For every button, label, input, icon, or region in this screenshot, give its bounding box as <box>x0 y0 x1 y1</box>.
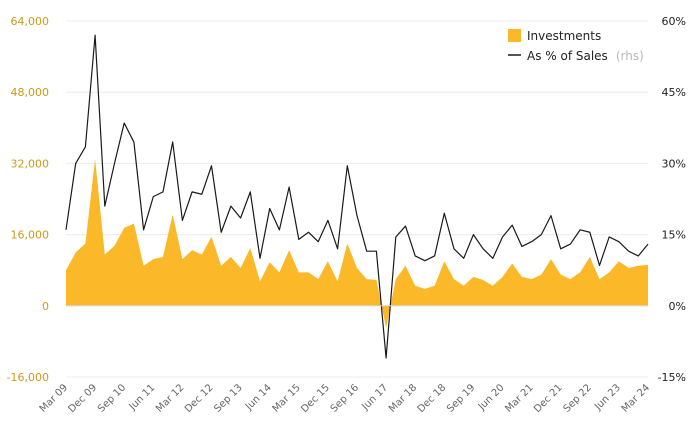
x-tick-label: Jun 20 <box>476 382 507 413</box>
x-tick-label: Dec 21 <box>532 382 565 415</box>
x-tick-label: Mar 12 <box>154 382 186 414</box>
right-tick-label: 45% <box>662 86 686 99</box>
x-tick-label: Mar 21 <box>503 382 535 414</box>
legend-label-ratio-note: (rhs) <box>616 49 644 63</box>
x-tick-label: Jun 23 <box>592 382 623 413</box>
legend: Investments As % of Sales (rhs) <box>508 29 644 64</box>
x-tick-label: Sep 16 <box>329 382 361 414</box>
series-ratio-line <box>65 34 649 359</box>
x-tick-label: Sep 19 <box>445 382 477 414</box>
legend-label-ratio: As % of Sales (rhs) <box>527 47 644 64</box>
x-tick-label: Dec 15 <box>299 382 332 415</box>
left-tick-label: 16,000 <box>11 229 50 242</box>
right-tick-label: 60% <box>662 15 686 28</box>
gridlines <box>66 20 648 378</box>
left-tick-label: 0 <box>42 300 49 313</box>
x-tick-label: Dec 18 <box>416 382 449 415</box>
left-tick-label: 48,000 <box>11 86 50 99</box>
x-tick-label: Dec 12 <box>183 382 216 415</box>
x-tick-label: Jun 11 <box>127 382 158 413</box>
legend-swatch-investments <box>508 29 521 42</box>
right-tick-label: 15% <box>662 229 686 242</box>
x-tick-label: Mar 15 <box>271 382 303 414</box>
investments-area-layer <box>66 158 648 329</box>
right-tick-label: 30% <box>662 157 686 170</box>
right-tick-label: -15% <box>658 371 686 384</box>
right-axis: -15% 0% 15% 30% 45% 60% <box>658 15 686 384</box>
x-tick-label: Sep 10 <box>96 382 128 414</box>
x-tick-label: Jun 17 <box>359 382 390 413</box>
x-tick-label: Sep 13 <box>212 382 244 414</box>
right-tick-label: 0% <box>669 300 686 313</box>
ratio-line-layer <box>65 34 649 359</box>
x-tick-label: Mar 24 <box>620 382 652 414</box>
legend-label-ratio-text: As % of Sales <box>527 49 608 63</box>
x-tick-label: Sep 22 <box>562 382 594 414</box>
left-tick-label: 32,000 <box>11 157 50 170</box>
x-tick-label: Mar 09 <box>38 382 70 414</box>
series-investments-area <box>66 158 648 329</box>
left-axis: -16,000 0 16,000 32,000 48,000 64,000 <box>7 15 49 384</box>
x-tick-label: Dec 09 <box>67 382 100 415</box>
legend-label-investments: Investments <box>527 29 601 43</box>
x-tick-label: Jun 14 <box>243 382 274 413</box>
left-tick-label: 64,000 <box>11 15 50 28</box>
x-tick-label: Mar 18 <box>387 382 419 414</box>
left-tick-label: -16,000 <box>7 371 49 384</box>
